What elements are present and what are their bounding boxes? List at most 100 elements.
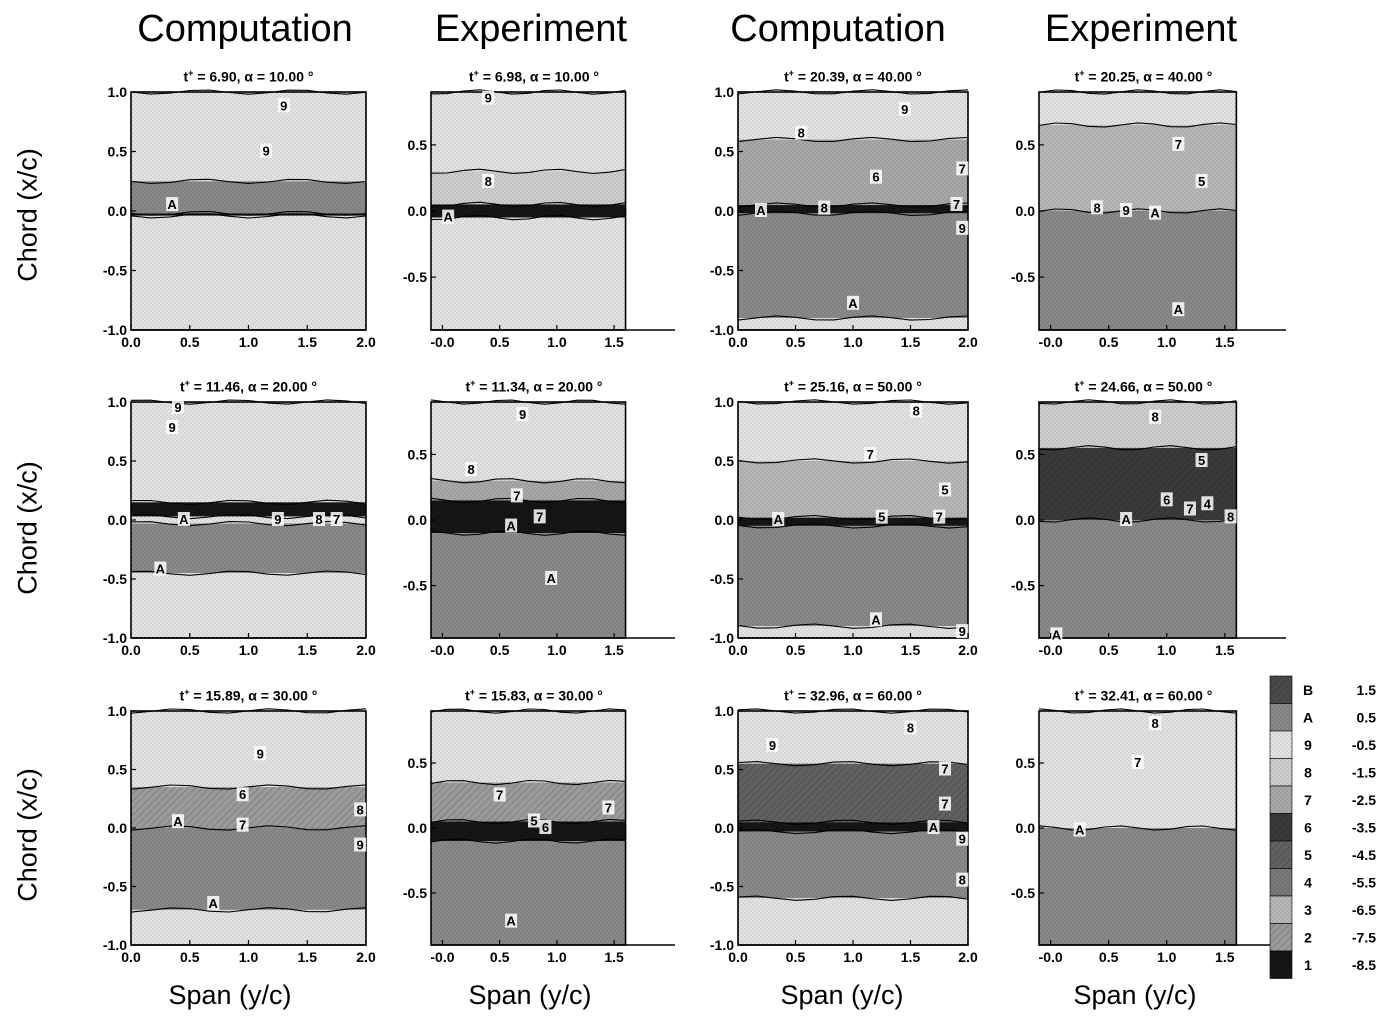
legend-swatch-texture bbox=[1270, 896, 1292, 924]
contour-label: 9 bbox=[769, 738, 776, 753]
contour-label: 7 bbox=[953, 197, 960, 212]
x-tick-label: 1.5 bbox=[901, 949, 921, 965]
contour-label: 7 bbox=[333, 512, 340, 527]
contour-texture bbox=[431, 533, 626, 638]
legend-level: 8 bbox=[1304, 764, 1312, 780]
contour-label: 8 bbox=[907, 721, 914, 736]
x-tick-label: 1.0 bbox=[843, 949, 863, 965]
y-tick-label: 1.0 bbox=[108, 394, 128, 410]
contour-label-bg bbox=[602, 800, 615, 815]
panel-title-values: = 24.66, α = 50.00 ° bbox=[1084, 378, 1213, 395]
x-tick-label: 1.0 bbox=[843, 642, 863, 658]
contour-label: 7 bbox=[496, 788, 503, 803]
contour-panel: 8 7 A -0.0 0.5 1.0 1.5 0.5 0.0 -0.5 bbox=[1011, 708, 1286, 965]
panel-title-values: = 11.46, α = 20.00 ° bbox=[189, 378, 318, 395]
time-superscript: + bbox=[788, 68, 795, 78]
legend-level: A bbox=[1303, 709, 1313, 725]
contour-label: A bbox=[173, 814, 183, 829]
contour-texture bbox=[738, 205, 968, 214]
x-tick-label: 0.5 bbox=[490, 949, 510, 965]
x-tick-label: 1.5 bbox=[604, 642, 624, 658]
contour-label: 9 bbox=[357, 838, 364, 853]
time-symbol: t bbox=[179, 687, 185, 704]
contour-label: 8 bbox=[315, 512, 322, 527]
legend-value: -1.5 bbox=[1352, 764, 1376, 780]
contour-label: 8 bbox=[1093, 200, 1100, 215]
y-tick-label: 0.0 bbox=[715, 512, 735, 528]
contour-line bbox=[430, 838, 626, 844]
contour-label: A bbox=[1121, 512, 1131, 527]
x-tick-label: 1.5 bbox=[604, 949, 624, 965]
contour-texture bbox=[131, 828, 366, 910]
legend-value: -0.5 bbox=[1352, 737, 1376, 753]
x-tick-label: 1.5 bbox=[298, 949, 318, 965]
contour-label: 7 bbox=[536, 509, 543, 524]
contour-line bbox=[1038, 208, 1237, 214]
y-tick-label: 0.0 bbox=[108, 512, 128, 528]
contour-label: 7 bbox=[239, 818, 246, 833]
legend-swatch-texture bbox=[1270, 731, 1292, 759]
contour-label-bg bbox=[1120, 203, 1133, 217]
contour-label-bg bbox=[1183, 501, 1196, 516]
contour-texture bbox=[1039, 402, 1237, 448]
y-tick-label: 1.0 bbox=[715, 84, 735, 100]
contour-label-bg bbox=[939, 761, 951, 776]
contour-line bbox=[130, 520, 367, 527]
contour-texture bbox=[738, 517, 968, 526]
contour-label: A bbox=[1174, 302, 1184, 317]
contour-label: 8 bbox=[798, 126, 805, 141]
time-superscript: + bbox=[788, 687, 795, 697]
contour-line bbox=[130, 513, 367, 520]
x-tick-label: 2.0 bbox=[958, 642, 978, 658]
contour-label: A bbox=[506, 519, 516, 534]
x-tick-label: 0.0 bbox=[728, 949, 748, 965]
contour-label: A bbox=[506, 914, 516, 929]
contour-label: 7 bbox=[867, 447, 874, 462]
y-tick-label: -1.0 bbox=[710, 630, 734, 646]
contour-label-bg bbox=[847, 295, 859, 310]
contour-line bbox=[130, 907, 367, 913]
contour-panel: 8 7 5 A 5 7 A 9 0.0 0.5 1.0 1.5 2.0 1.0 0.5 0.0 -0.5 -1.0 bbox=[710, 394, 978, 658]
x-tick-label: 1.5 bbox=[604, 334, 624, 350]
contour-label-bg bbox=[818, 200, 831, 215]
column-header-experiment-2: Experiment bbox=[1044, 8, 1238, 50]
colorbar-legend: B 1.5 A 0.5 9 -0.5 8 -1.5 7 -2.5 6 -3.5 5 -4.5 4 -5.5 3 -… bbox=[1269, 675, 1376, 979]
panel-title: t+ = 32.41, α = 60.00 ° bbox=[1075, 687, 1213, 704]
legend-value: -5.5 bbox=[1352, 874, 1376, 890]
contour-label-bg bbox=[442, 209, 455, 224]
y-tick-label: 0.5 bbox=[408, 137, 428, 153]
y-tick-label: 0.0 bbox=[715, 203, 735, 219]
contour-label-bg bbox=[933, 509, 946, 524]
x-tick-label: 2.0 bbox=[356, 334, 376, 350]
contour-line bbox=[737, 761, 969, 767]
contour-texture bbox=[738, 402, 968, 461]
contour-label-bg bbox=[510, 488, 523, 503]
contour-texture bbox=[1039, 125, 1237, 211]
contour-label: 5 bbox=[1198, 174, 1205, 189]
x-tick-label: 1.5 bbox=[901, 642, 921, 658]
contour-label-bg bbox=[277, 98, 290, 113]
x-tick-label: 0.0 bbox=[728, 642, 748, 658]
legend-swatch-texture bbox=[1270, 786, 1292, 814]
contour-line bbox=[130, 89, 367, 95]
x-tick-label: 1.5 bbox=[901, 334, 921, 350]
y-tick-label: 0.5 bbox=[108, 453, 128, 469]
contour-line bbox=[130, 210, 367, 217]
contour-line bbox=[430, 89, 626, 95]
contour-line bbox=[737, 623, 969, 629]
contour-texture bbox=[431, 92, 626, 172]
contour-label-bg bbox=[875, 509, 888, 524]
contour-texture bbox=[1039, 92, 1237, 126]
time-superscript: + bbox=[184, 378, 190, 388]
y-tick-label: 0.5 bbox=[108, 762, 128, 778]
contour-texture bbox=[431, 500, 626, 534]
legend-swatch-texture bbox=[1270, 841, 1292, 869]
contour-texture bbox=[738, 822, 968, 832]
contour-label: 9 bbox=[959, 832, 966, 847]
contour-label: 9 bbox=[519, 407, 526, 422]
contour-label-bg bbox=[910, 403, 923, 418]
contour-label: 8 bbox=[485, 174, 492, 189]
y-tick-label: 0.5 bbox=[108, 144, 128, 160]
contour-panel: 7 5 8 9 A A -0.0 0.5 1.0 1.5 0.5 0.0 -0.5 bbox=[1011, 89, 1286, 350]
contour-texture bbox=[738, 525, 968, 627]
